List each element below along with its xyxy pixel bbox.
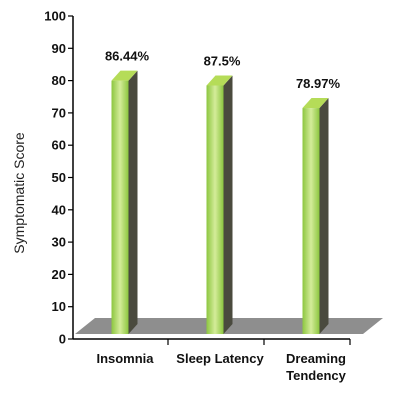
bar-1	[111, 70, 138, 334]
y-axis-title: Symptomatic Score	[11, 132, 27, 254]
bar-top	[206, 75, 233, 86]
bar-2	[206, 75, 233, 334]
category-label: Sleep Latency	[176, 351, 264, 366]
y-tick-label: 30	[52, 235, 66, 250]
y-tick-label: 90	[52, 41, 66, 56]
x-ticks-group	[167, 339, 351, 345]
data-labels-group: 86.44% 87.5% 78.97%	[105, 49, 341, 91]
bar-top	[111, 70, 138, 81]
category-label: Insomnia	[96, 351, 154, 366]
bar-side	[223, 75, 233, 334]
y-ticks-group: 0 10 20 30 40 50 60 70 80 90 100	[44, 9, 73, 347]
y-tick-label: 70	[52, 105, 66, 120]
bar-front	[302, 108, 320, 335]
y-tick-label: 0	[59, 332, 66, 347]
bar-front	[206, 85, 224, 334]
y-tick-label: 20	[52, 267, 66, 282]
bars-group	[111, 70, 329, 335]
data-label: 78.97%	[296, 76, 341, 91]
bar-front	[111, 80, 129, 334]
data-label: 86.44%	[105, 49, 150, 64]
category-labels-group: Insomnia Sleep Latency Dreaming Tendency	[96, 351, 346, 383]
y-tick-label: 40	[52, 202, 66, 217]
bar-top	[302, 98, 329, 109]
bar-side	[128, 70, 138, 334]
y-tick-label: 50	[52, 170, 66, 185]
category-label: Dreaming Tendency	[286, 351, 347, 383]
y-tick-label: 60	[52, 138, 66, 153]
bar-3	[302, 98, 329, 335]
data-label: 87.5%	[204, 53, 241, 68]
y-tick-label: 10	[52, 299, 66, 314]
bar-side	[319, 98, 329, 335]
y-tick-label: 80	[52, 73, 66, 88]
y-tick-label: 100	[44, 9, 66, 24]
